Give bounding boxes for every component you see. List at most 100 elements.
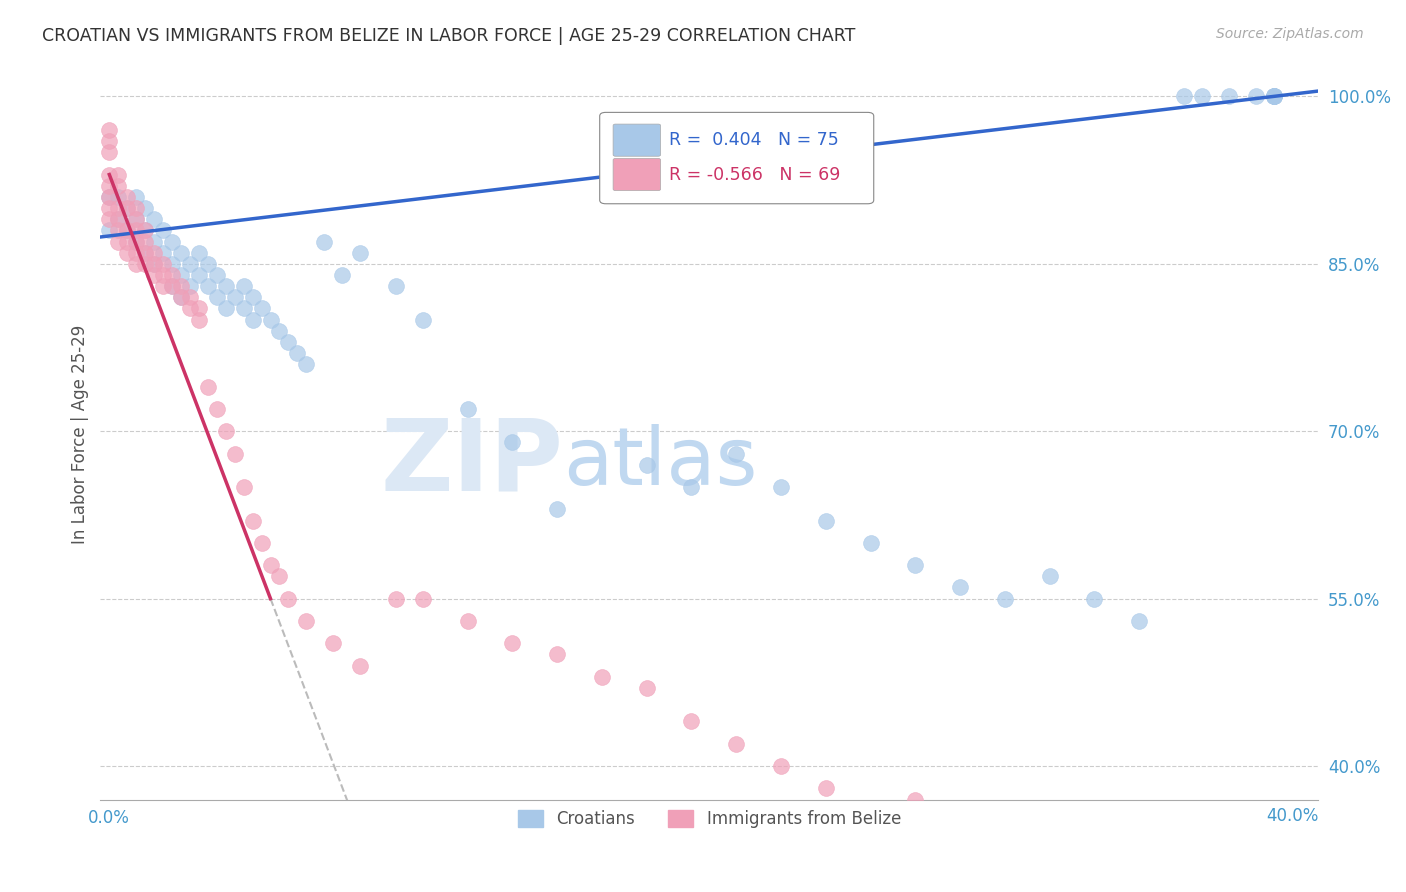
Point <box>277 334 299 349</box>
Text: CROATIAN VS IMMIGRANTS FROM BELIZE IN LABOR FORCE | AGE 25-29 CORRELATION CHART: CROATIAN VS IMMIGRANTS FROM BELIZE IN LA… <box>42 27 856 45</box>
Point <box>170 290 193 304</box>
Point <box>98 190 121 204</box>
Point <box>125 257 148 271</box>
Point <box>143 212 166 227</box>
Point <box>107 212 129 227</box>
Point <box>1218 89 1240 103</box>
Y-axis label: In Labor Force | Age 25-29: In Labor Force | Age 25-29 <box>72 325 89 543</box>
Point <box>1173 89 1195 103</box>
Point <box>385 279 408 293</box>
Point <box>269 569 291 583</box>
Point <box>125 235 148 249</box>
Point <box>285 346 308 360</box>
Point <box>107 223 129 237</box>
Point <box>904 558 927 573</box>
Point <box>187 312 209 326</box>
Point <box>107 178 129 193</box>
Point <box>385 591 408 606</box>
Point <box>349 658 371 673</box>
Point <box>769 759 792 773</box>
Point <box>115 190 138 204</box>
Point <box>814 514 837 528</box>
FancyBboxPatch shape <box>613 124 661 156</box>
Point <box>115 235 138 249</box>
Point <box>250 301 273 316</box>
Point <box>681 714 703 729</box>
Point <box>501 636 523 650</box>
Point <box>152 279 174 293</box>
Point <box>457 401 479 416</box>
Point <box>1263 89 1285 103</box>
Point <box>115 201 138 215</box>
Point <box>546 648 568 662</box>
Legend: Croatians, Immigrants from Belize: Croatians, Immigrants from Belize <box>512 804 907 835</box>
Point <box>143 268 166 282</box>
Point <box>115 245 138 260</box>
Point <box>769 480 792 494</box>
Point <box>98 201 121 215</box>
Point <box>457 614 479 628</box>
Point <box>636 458 658 472</box>
Point <box>98 123 121 137</box>
Text: atlas: atlas <box>564 425 758 502</box>
Point <box>232 301 254 316</box>
Point <box>725 446 748 460</box>
Point <box>1191 89 1213 103</box>
Point <box>224 446 246 460</box>
Point <box>98 178 121 193</box>
Text: R = -0.566   N = 69: R = -0.566 N = 69 <box>669 166 841 184</box>
Point <box>98 145 121 160</box>
Point <box>205 401 228 416</box>
Point <box>232 279 254 293</box>
Point <box>134 245 156 260</box>
Point <box>107 190 129 204</box>
Point <box>1263 89 1285 103</box>
Point <box>259 312 281 326</box>
Text: ZIP: ZIP <box>380 415 564 512</box>
Point <box>179 290 201 304</box>
Point <box>107 212 129 227</box>
Point <box>179 301 201 316</box>
Point <box>501 435 523 450</box>
Point <box>134 235 156 249</box>
Point <box>98 134 121 148</box>
Point <box>187 245 209 260</box>
Point <box>115 223 138 237</box>
Point <box>412 591 434 606</box>
Point <box>205 268 228 282</box>
Point <box>1039 569 1062 583</box>
Point <box>125 212 148 227</box>
Point <box>170 268 193 282</box>
Point <box>215 424 238 438</box>
Point <box>115 223 138 237</box>
Point <box>125 190 148 204</box>
FancyBboxPatch shape <box>613 159 661 191</box>
Point <box>107 235 129 249</box>
Point <box>412 312 434 326</box>
Point <box>205 290 228 304</box>
Point <box>143 257 166 271</box>
Point <box>1128 614 1150 628</box>
Text: R =  0.404   N = 75: R = 0.404 N = 75 <box>669 131 839 149</box>
Point <box>1244 89 1267 103</box>
Point <box>187 268 209 282</box>
Point <box>134 223 156 237</box>
Point <box>134 245 156 260</box>
Point <box>134 223 156 237</box>
Point <box>160 268 183 282</box>
Point <box>125 212 148 227</box>
Point <box>242 514 264 528</box>
Point <box>349 245 371 260</box>
Text: Source: ZipAtlas.com: Source: ZipAtlas.com <box>1216 27 1364 41</box>
Point <box>215 279 238 293</box>
Point <box>143 235 166 249</box>
Point <box>170 245 193 260</box>
Point <box>160 257 183 271</box>
Point <box>330 268 353 282</box>
Point <box>242 312 264 326</box>
Point <box>187 301 209 316</box>
Point <box>125 223 148 237</box>
Point <box>197 279 219 293</box>
Point <box>1263 89 1285 103</box>
Point <box>98 190 121 204</box>
